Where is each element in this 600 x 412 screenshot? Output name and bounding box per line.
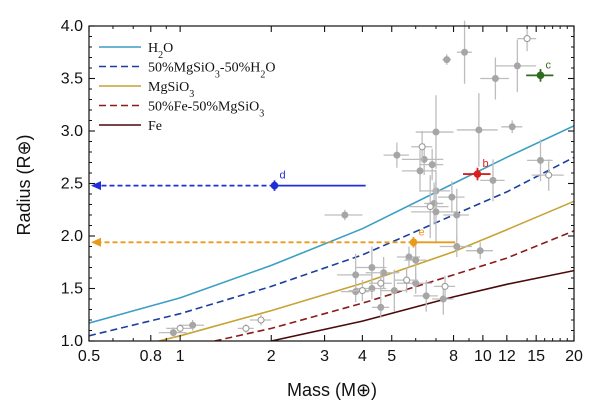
arrow-head: [91, 181, 101, 191]
planet-point: [383, 142, 409, 168]
legend-item-4: 50%Fe-50%MgSiO3: [99, 100, 264, 120]
x-tick-label: 0.5: [78, 348, 100, 365]
legend-item-3: MgSiO3: [99, 80, 194, 100]
curve-5: [271, 269, 574, 341]
x-tick-label: 1: [176, 348, 185, 365]
legend-label: Fe: [148, 119, 162, 134]
planet-point: [401, 149, 436, 192]
x-axis: 0.5 0.8 1 2 3 4 5 8 10 12 15 20: [78, 26, 583, 365]
legend-label: H2O: [148, 41, 173, 61]
curve-1: [89, 125, 574, 324]
planet-point: [180, 320, 205, 331]
x-tick-label: 3: [320, 348, 329, 365]
planet-point: [380, 269, 407, 312]
planet-point-open: [408, 175, 449, 239]
curves-layer: [89, 125, 574, 341]
planet-point: [466, 242, 493, 260]
x-tick-label: 12: [498, 348, 516, 365]
point-label-c: c: [545, 59, 551, 71]
planet-point: [424, 182, 444, 225]
x-tick-label: 4: [358, 348, 367, 365]
x-tick-label: 2: [267, 348, 276, 365]
highlight-point-c: c: [526, 59, 554, 82]
curve-2: [89, 156, 574, 337]
planet-point: [413, 280, 438, 312]
legend-label: MgSiO3: [148, 80, 194, 100]
y-tick-label: 3.5: [61, 71, 83, 88]
highlight-point-b: b: [463, 158, 491, 181]
legend-item-5: Fe: [99, 119, 162, 134]
x-tick-label: 0.8: [140, 348, 162, 365]
planet-point: [420, 148, 444, 181]
x-tick-label: 15: [527, 348, 545, 365]
planet-point: [456, 20, 472, 84]
legend-label: 50%Fe-50%MgSiO3: [148, 100, 264, 120]
point-label-b: b: [483, 158, 489, 170]
planet-point: [442, 54, 452, 65]
legend: H2O50%MgSiO3-50%H2OMgSiO350%Fe-50%MgSiO3…: [99, 41, 275, 134]
y-axis: 1.0 1.5 2.0 2.5 3.0 3.5 4.0: [61, 18, 574, 350]
planet-point: [158, 327, 187, 338]
planet-point-open: [517, 26, 537, 52]
planet-point-open: [411, 131, 433, 163]
planet-point-open: [531, 159, 564, 191]
curve-4: [214, 230, 574, 341]
legend-item-1: H2O: [99, 41, 173, 61]
planet-point: [437, 181, 465, 213]
y-tick-label: 3.0: [61, 123, 83, 140]
planet-point-open: [237, 324, 254, 333]
y-tick-label: 4.0: [61, 18, 83, 35]
highlight-point-e: e: [91, 226, 456, 248]
planet-point: [443, 188, 470, 242]
highlight-point-d: d: [91, 170, 366, 191]
point-label-d: d: [280, 170, 286, 182]
planet-point-open: [166, 324, 193, 333]
planet-point: [371, 296, 390, 318]
planet-point: [456, 93, 498, 167]
planet-point: [480, 159, 505, 202]
legend-item-2: 50%MgSiO3-50%H2O: [99, 61, 275, 81]
y-tick-label: 2.5: [61, 176, 83, 193]
y-tick-label: 1.0: [61, 333, 83, 350]
planet-point-open: [368, 270, 392, 296]
planet-point: [324, 209, 363, 221]
points-layer: b c d e: [91, 20, 564, 338]
x-tick-label: 8: [449, 348, 458, 365]
planet-point: [439, 236, 472, 257]
x-tick-label: 10: [474, 348, 492, 365]
planet-point: [411, 180, 457, 244]
planet-point: [495, 39, 537, 93]
arrow-head: [91, 237, 101, 247]
x-axis-label: Mass (M⊕): [287, 380, 377, 400]
planet-point: [355, 246, 387, 289]
planet-point: [396, 272, 433, 294]
planet-point-open: [394, 267, 418, 293]
x-tick-label: 20: [565, 348, 583, 365]
planet-point: [415, 95, 454, 169]
legend-label: 50%MgSiO3-50%H2O: [148, 61, 275, 81]
y-axis-label: Radius (R⊕): [14, 134, 34, 235]
point-label-e: e: [418, 226, 424, 238]
planet-point-open: [348, 280, 375, 302]
y-tick-label: 2.0: [61, 228, 83, 245]
y-tick-label: 1.5: [61, 281, 83, 298]
planet-point-open: [434, 275, 456, 297]
planet-point: [480, 57, 510, 100]
planet-point-open: [249, 314, 272, 326]
planet-point: [501, 120, 523, 134]
x-tick-label: 5: [387, 348, 396, 365]
